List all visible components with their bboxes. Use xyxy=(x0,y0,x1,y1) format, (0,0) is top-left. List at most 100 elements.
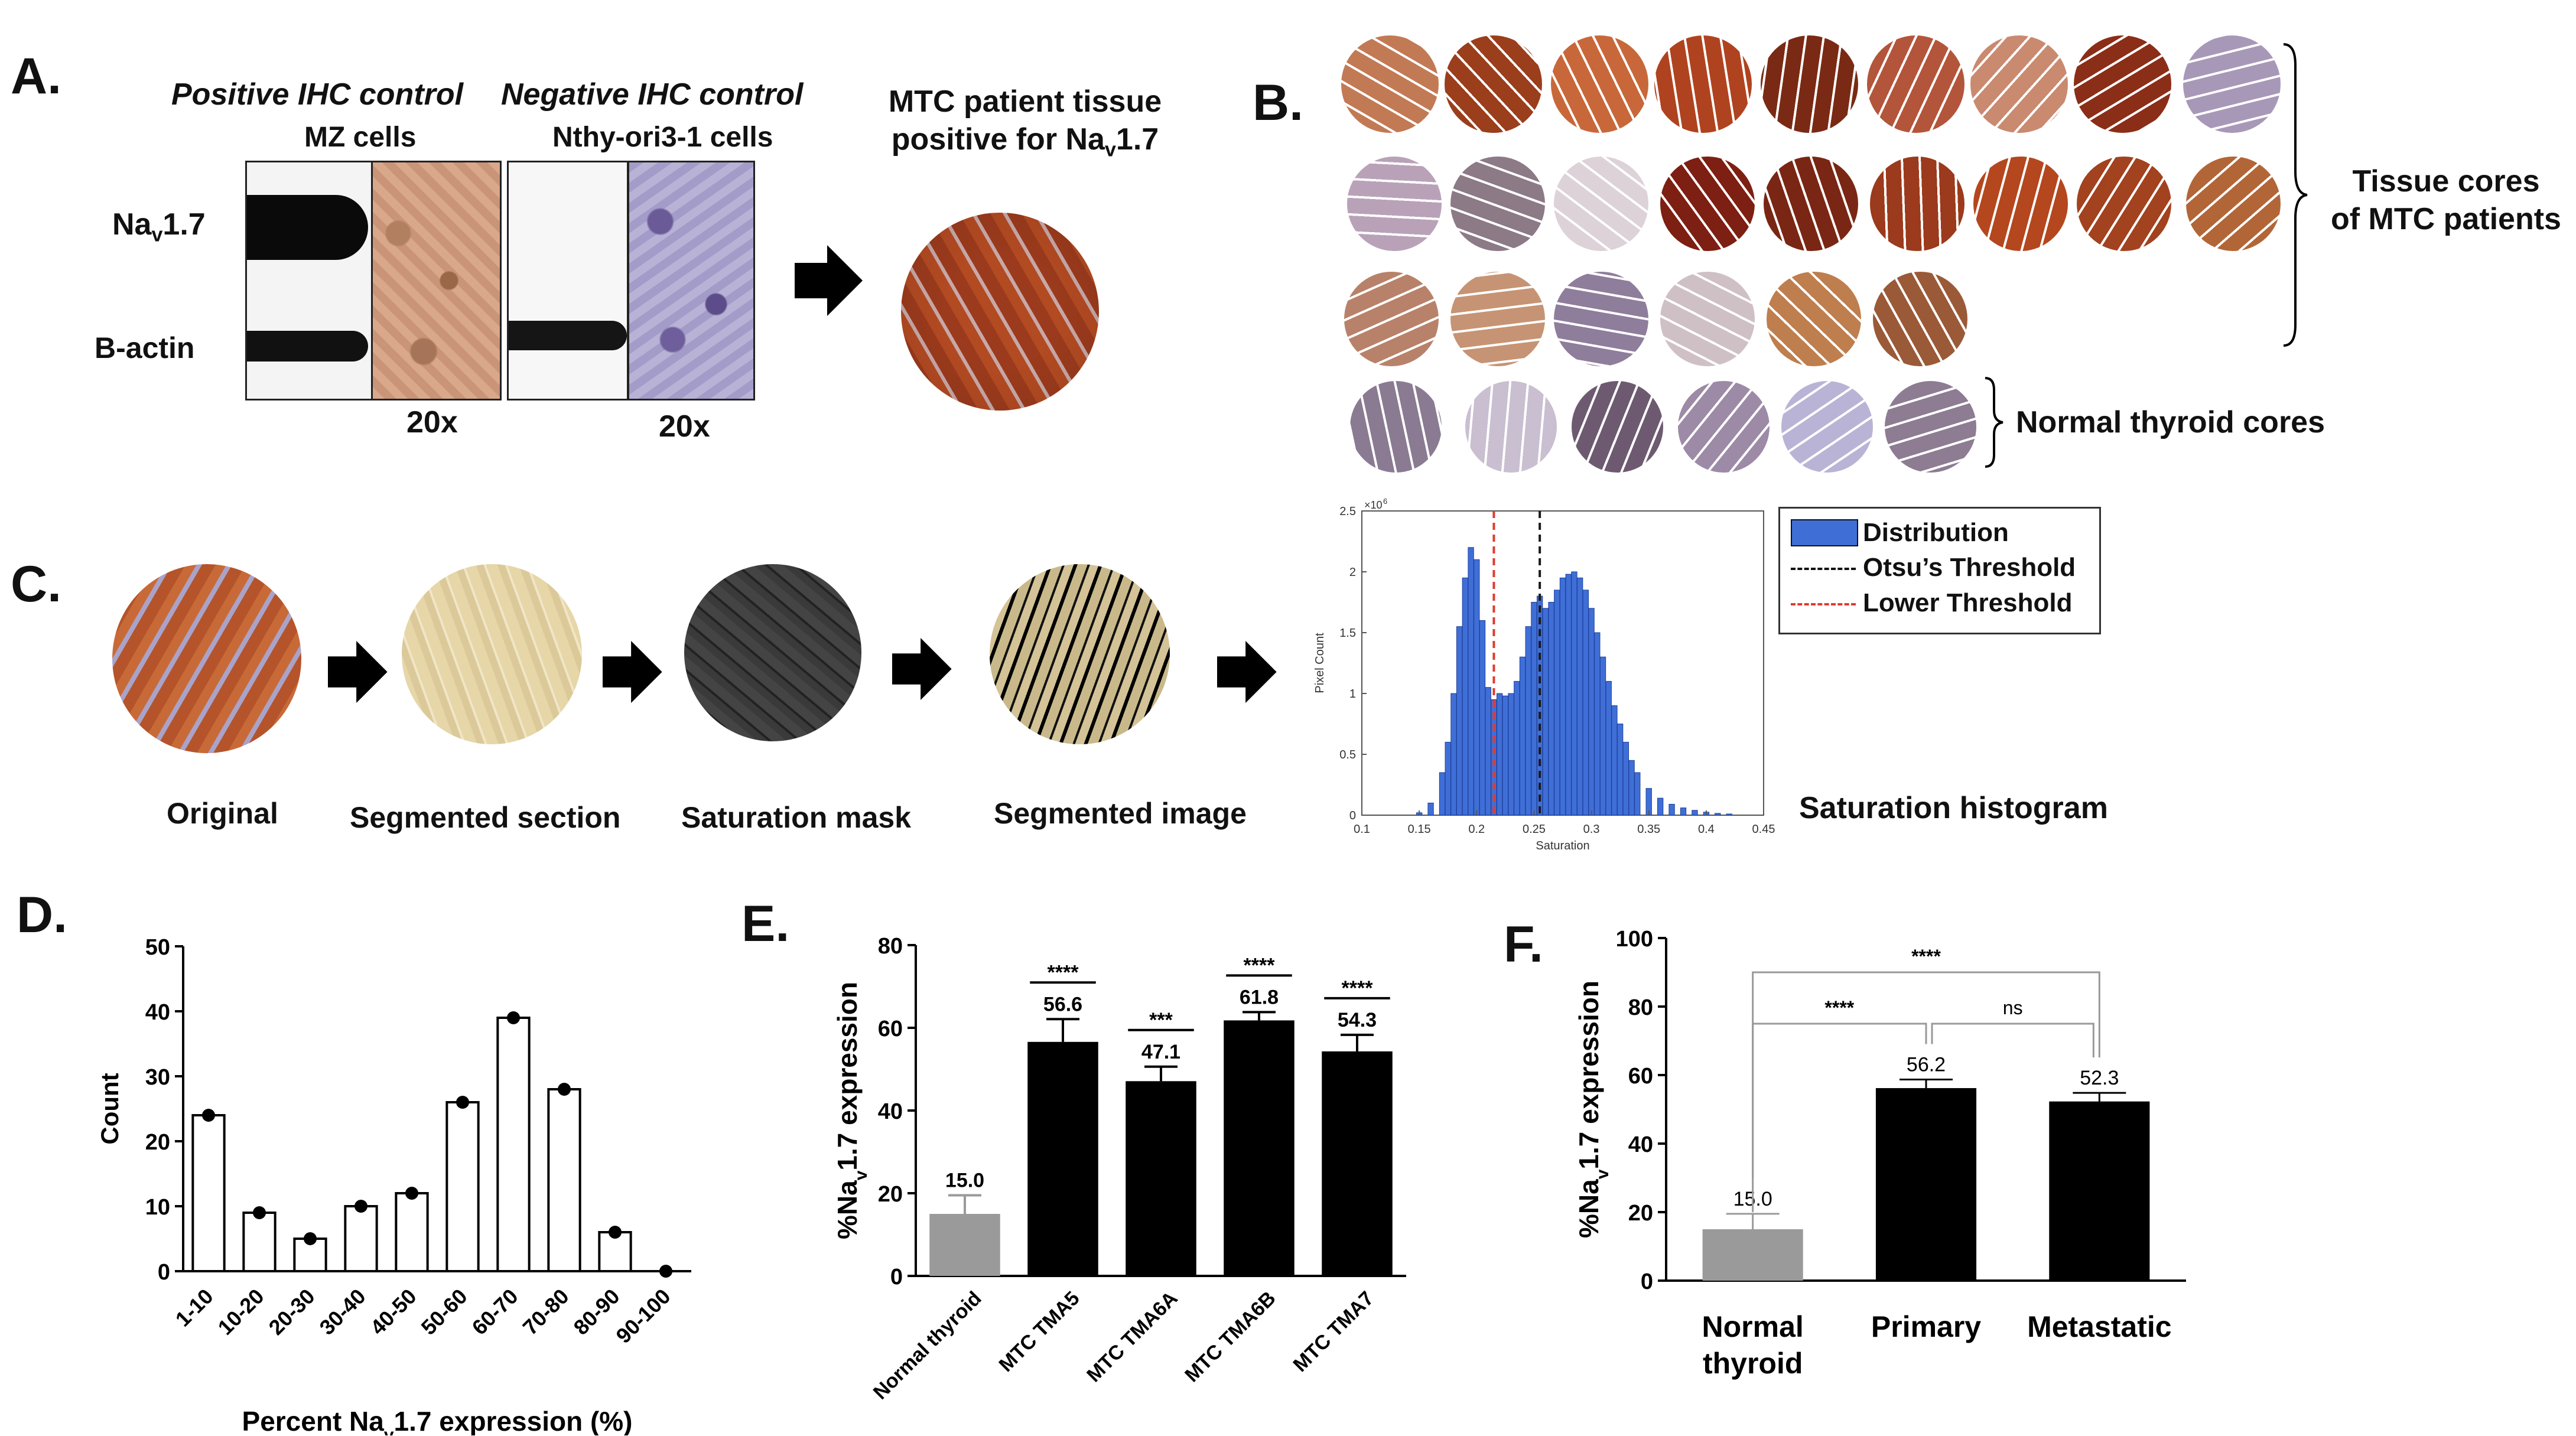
legend-distribution-swatch xyxy=(1791,519,1858,546)
tissue-core-image xyxy=(2183,35,2281,133)
x-tick-label: 0.2 xyxy=(1468,823,1485,836)
y-exponent: ×10 xyxy=(1364,499,1383,511)
x-tick-label: Normal xyxy=(1702,1310,1804,1343)
data-point xyxy=(354,1200,367,1213)
expression-bar xyxy=(1126,1081,1196,1276)
tissue-core-image xyxy=(1761,35,1858,133)
x-tick-label: 0.15 xyxy=(1408,823,1431,836)
significance-label: *** xyxy=(1149,1009,1173,1031)
x-tick-label: thyroid xyxy=(1703,1347,1803,1380)
tissue-core-image xyxy=(2186,157,2281,251)
y-tick-label: 80 xyxy=(878,934,903,959)
histogram-bar xyxy=(1485,687,1491,816)
histogram-bar xyxy=(1548,602,1554,816)
negative-control-cells: Nthy-ori3-1 cells xyxy=(552,122,773,153)
tissue-core-image xyxy=(1445,35,1542,133)
arrow-right-icon xyxy=(795,245,863,316)
mz-western-blot xyxy=(245,161,373,400)
nav17-row-label: Nav1.7 xyxy=(112,207,206,246)
histogram-bar xyxy=(1668,803,1675,816)
x-tick-label: MTC TMA7 xyxy=(1289,1287,1378,1376)
tissue-core-image xyxy=(1870,157,1964,251)
x-tick-label: 70-80 xyxy=(518,1284,574,1340)
expression-bar xyxy=(1875,1088,1977,1281)
y-tick-label: 40 xyxy=(1628,1132,1653,1157)
y-axis-label: Pixel Count xyxy=(1313,633,1326,693)
histogram-bar xyxy=(1565,574,1572,816)
x-tick-label: 60-70 xyxy=(467,1284,523,1340)
histogram-bar xyxy=(1450,693,1457,816)
arrow-right-icon xyxy=(1217,641,1277,703)
x-tick-label: 20-30 xyxy=(264,1284,320,1340)
histogram-bar xyxy=(1576,577,1583,816)
data-point xyxy=(253,1206,266,1219)
magnification-1: 20x xyxy=(406,405,458,439)
mtc-tissue-title: MTC patient tissue positive for Nav1.7 xyxy=(888,84,1162,161)
x-axis-label: Percent Nav1.7 expression (%) xyxy=(242,1406,633,1435)
mz-ihc-image xyxy=(371,161,502,400)
expression-bar xyxy=(1224,1020,1294,1276)
histogram-bar xyxy=(1622,741,1629,816)
count-bar xyxy=(445,1101,480,1272)
step-segmented-section-label: Segmented section xyxy=(350,801,621,834)
data-point xyxy=(405,1187,418,1200)
step-saturation-mask-label: Saturation mask xyxy=(681,801,912,834)
legend-otsu-label: Otsu’s Threshold xyxy=(1863,553,2076,582)
count-bar xyxy=(191,1114,226,1272)
y-tick-label: 0 xyxy=(158,1260,170,1285)
histogram-bar xyxy=(1599,656,1606,816)
data-point xyxy=(456,1096,469,1109)
panel-e-label: E. xyxy=(741,896,790,952)
histogram-bar xyxy=(1726,813,1732,816)
significance-label: **** xyxy=(1244,954,1276,976)
tissue-core-image xyxy=(1341,35,1439,133)
comparison-label: **** xyxy=(1911,946,1941,967)
value-label: 56.6 xyxy=(1043,993,1082,1015)
data-point xyxy=(609,1226,622,1239)
tissue-core-image xyxy=(1660,272,1755,366)
y-tick-label: 2.5 xyxy=(1339,505,1356,518)
histogram-bar xyxy=(1502,695,1509,816)
tissue-core-image xyxy=(1873,272,1967,366)
x-tick-label: MTC TMA6B xyxy=(1180,1287,1280,1386)
step-segmented-image-label: Segmented image xyxy=(994,797,1247,830)
value-label: 52.3 xyxy=(2080,1067,2119,1089)
data-point xyxy=(659,1265,672,1278)
count-bar xyxy=(496,1017,531,1272)
x-tick-label: 40-50 xyxy=(366,1284,421,1340)
x-tick-label: 0.35 xyxy=(1637,823,1660,836)
y-tick-label: 30 xyxy=(145,1065,170,1090)
significance-label: **** xyxy=(1342,977,1374,999)
tissue-core-image xyxy=(1450,272,1545,366)
histogram-bar xyxy=(1519,656,1526,816)
panel-b-label: B. xyxy=(1253,74,1303,131)
x-tick-label: 30-40 xyxy=(315,1284,370,1340)
segmented-image xyxy=(990,564,1170,744)
chart-f: 02040608010015.0Normalthyroid56.2Primary… xyxy=(1573,927,2186,1380)
panel-a-label: A. xyxy=(11,48,61,105)
count-bar xyxy=(395,1192,429,1272)
expression-bar xyxy=(1027,1041,1098,1276)
y-tick-label: 2 xyxy=(1349,566,1356,579)
tissue-core-image xyxy=(1572,381,1663,473)
brace-mtc xyxy=(2283,43,2308,347)
tissue-core-image xyxy=(1764,157,1858,251)
arrow-right-icon xyxy=(328,641,388,703)
data-point xyxy=(304,1232,317,1245)
comparison-bracket xyxy=(1931,1023,2094,1058)
saturation-histogram-title: Saturation histogram xyxy=(1799,791,2108,825)
value-label: 54.3 xyxy=(1338,1009,1377,1031)
x-tick-label: 0.1 xyxy=(1354,823,1370,836)
y-tick-label: 0.5 xyxy=(1339,748,1356,761)
nthy-western-blot xyxy=(507,161,629,400)
histogram-bar xyxy=(1594,632,1601,816)
count-bar xyxy=(547,1088,581,1272)
positive-control-cells: MZ cells xyxy=(304,122,417,153)
comparison-bracket xyxy=(1752,971,2100,1178)
positive-control-title: Positive IHC control xyxy=(171,77,464,112)
x-tick-label: Primary xyxy=(1871,1310,1981,1343)
histogram-bar xyxy=(1542,608,1549,816)
negative-control-title: Negative IHC control xyxy=(501,77,804,112)
y-axis-label: Count xyxy=(96,1073,123,1144)
tissue-core-image xyxy=(1867,35,1964,133)
